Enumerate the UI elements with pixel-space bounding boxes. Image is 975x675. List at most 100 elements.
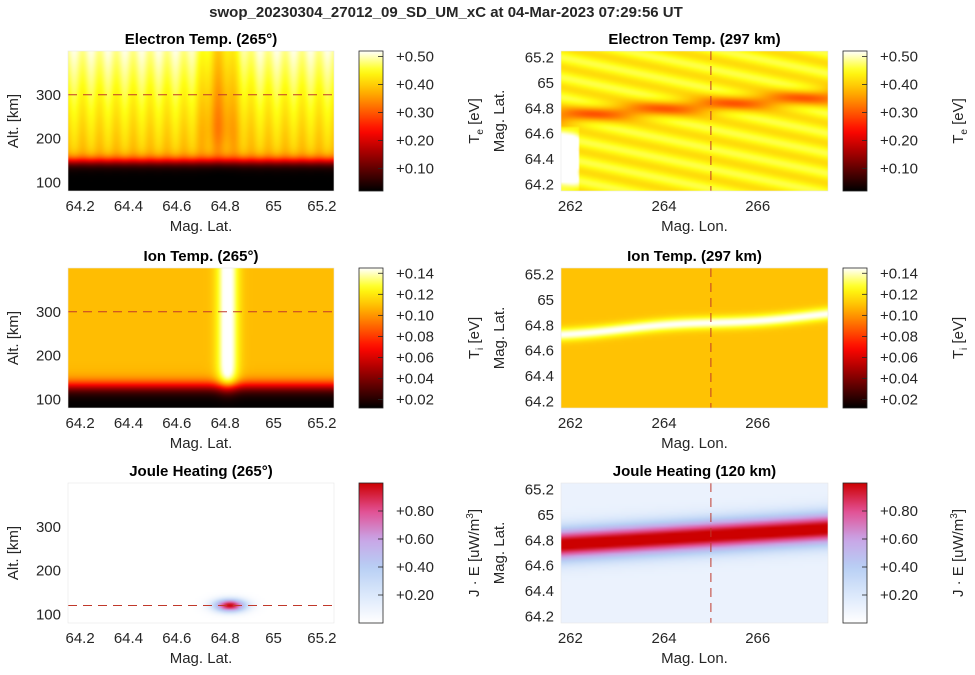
colorbar-tick-label: +0.12 [396,286,434,303]
y-tick-label: 200 [36,131,61,148]
x-axis-label: Mag. Lat. [170,650,233,667]
colorbar-tick-label: +0.02 [396,392,434,409]
y-axis-label: Mag. Lat. [491,307,508,370]
x-tick-label: 64.2 [65,415,94,432]
panel-3: 64.2 64.4 64.6 64.8 65 65.2 100 200 300 Ion Temp.… [5,248,486,452]
x-tick-label: 64.4 [114,415,143,432]
y-axis-label: Mag. Lat. [491,522,508,585]
y-axis-label: Alt. [km] [5,526,22,580]
y-tick-label: 65 [537,292,554,309]
x-tick-label: 64.6 [162,415,191,432]
x-tick-label: 266 [745,415,770,432]
x-tick-label: 65.2 [307,415,336,432]
colorbar-tick-label: +0.06 [396,349,434,366]
x-tick-label: 266 [745,630,770,647]
colorbar-label: Te [eV] [466,98,486,144]
heatmap-image [561,51,828,191]
colorbar-tick-label: +0.60 [396,531,434,548]
y-tick-label: 64.8 [525,100,554,117]
y-axis-label: Mag. Lat. [491,90,508,153]
y-tick-label: 64.4 [525,368,554,385]
axes-frame [67,482,335,624]
colorbar-tick-label: +0.10 [396,307,434,324]
y-tick-label: 300 [36,519,61,536]
y-tick-label: 64.4 [525,151,554,168]
x-tick-label: 64.2 [65,198,94,215]
x-axis-label: Mag. Lat. [170,435,233,452]
x-tick-label: 65 [265,630,282,647]
axes-frame [560,50,829,192]
y-tick-label: 65.2 [525,49,554,66]
heatmap-image [68,51,334,191]
x-tick-label: 64.6 [162,630,191,647]
colorbar-tick-label: +0.60 [880,531,918,548]
x-tick-label: 264 [652,415,677,432]
y-tick-label: 64.8 [525,317,554,334]
colorbar-tick-label: +0.20 [396,587,434,604]
x-tick-label: 64.2 [65,630,94,647]
panel-title: Joule Heating (120 km) [613,463,776,480]
colorbar-label: Ti [eV] [466,317,486,359]
colorbar-tick-label: +0.10 [880,307,918,324]
y-tick-label: 300 [36,304,61,321]
axes-frame [67,267,335,409]
x-tick-label: 64.8 [211,630,240,647]
y-tick-label: 65.2 [525,481,554,498]
heatmap-image [68,483,334,623]
panel-title: Joule Heating (265°) [129,463,273,480]
y-tick-label: 64.6 [525,126,554,143]
colorbar-tick-label: +0.02 [880,392,918,409]
y-tick-label: 64.2 [525,394,554,411]
panel-6: 262 264 266 64.2 64.4 64.6 64.8 65 65.2 Joule Hea… [491,463,967,667]
panel-title: Electron Temp. (265°) [125,31,277,48]
y-tick-label: 64.2 [525,177,554,194]
y-tick-label: 64.6 [525,343,554,360]
x-tick-label: 64.4 [114,198,143,215]
x-tick-label: 65 [265,415,282,432]
x-tick-label: 264 [652,630,677,647]
colorbar-tick-label: +0.40 [880,77,918,94]
colorbar [358,267,384,409]
y-axis-label: Alt. [km] [5,94,22,148]
colorbar-label: J · E [uW/m3] [465,509,483,597]
x-tick-label: 262 [558,630,583,647]
colorbar-label: Te [eV] [950,98,970,144]
axes-frame [560,267,829,409]
x-tick-label: 64.6 [162,198,191,215]
y-tick-label: 64.8 [525,532,554,549]
colorbar [358,482,384,624]
colorbar-tick-label: +0.04 [880,371,918,388]
colorbar-tick-label: +0.20 [880,133,918,150]
x-tick-label: 262 [558,198,583,215]
panel-5: 64.2 64.4 64.6 64.8 65 65.2 100 200 300 Joule Hea… [5,463,483,667]
colorbar-tick-label: +0.14 [396,265,434,282]
figure-suptitle: swop_20230304_27012_09_SD_UM_xC at 04-Ma… [209,4,683,21]
colorbar-tick-label: +0.12 [880,286,918,303]
x-tick-label: 266 [745,198,770,215]
axes-frame [560,482,829,624]
colorbar [842,267,868,409]
x-tick-label: 65 [265,198,282,215]
x-tick-label: 65.2 [307,198,336,215]
y-axis-label: Alt. [km] [5,311,22,365]
colorbar-label: Ti [eV] [950,317,970,359]
colorbar-tick-label: +0.50 [396,49,434,66]
x-tick-label: 262 [558,415,583,432]
y-tick-label: 300 [36,87,61,104]
y-tick-label: 64.6 [525,558,554,575]
colorbar-tick-label: +0.80 [880,503,918,520]
colorbar-tick-label: +0.06 [880,349,918,366]
y-tick-label: 100 [36,391,61,408]
colorbar-tick-label: +0.30 [880,105,918,122]
colorbar [842,482,868,624]
x-axis-label: Mag. Lon. [661,218,728,235]
x-tick-label: 64.8 [211,198,240,215]
colorbar-tick-label: +0.08 [880,328,918,345]
x-axis-label: Mag. Lon. [661,435,728,452]
colorbar-tick-label: +0.04 [396,371,434,388]
y-tick-label: 65 [537,507,554,524]
axes-frame [67,50,335,192]
y-tick-label: 200 [36,348,61,365]
colorbar-tick-label: +0.20 [880,587,918,604]
